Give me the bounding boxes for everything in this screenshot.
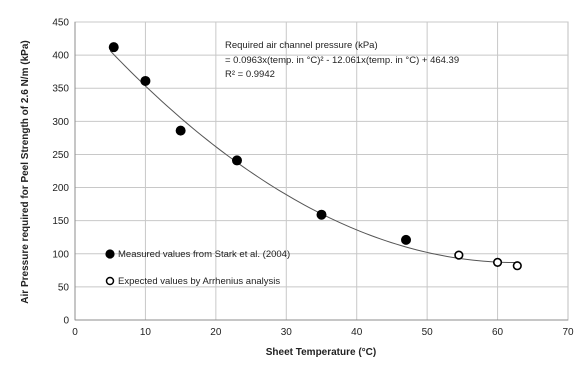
x-tick-label: 40 <box>351 327 363 338</box>
trendline-group <box>109 50 519 264</box>
y-tick-label: 0 <box>63 316 69 327</box>
measured-point <box>108 42 119 53</box>
y-tick-label: 200 <box>52 183 69 194</box>
measured-point <box>140 75 151 86</box>
x-tick-label: 60 <box>492 327 504 338</box>
equation-line-2: = 0.0963x(temp. in °C)² - 12.061x(temp. … <box>225 55 459 66</box>
measured-point <box>401 234 412 245</box>
y-tick-label: 300 <box>52 117 69 128</box>
measured-point <box>316 209 327 220</box>
tick-labels: 0 50 100 150 200 250 300 350 400 450 0 10 20 30 40 50 60… <box>52 18 574 339</box>
trendline <box>109 50 519 264</box>
y-axis-title: Air Pressure required for Peel Strength … <box>20 40 31 303</box>
equation-annotation: Required air channel pressure (kPa) = 0.… <box>225 40 459 80</box>
x-tick-label: 10 <box>140 327 152 338</box>
y-tick-label: 450 <box>52 18 69 29</box>
expected-point <box>454 250 464 260</box>
data-points <box>108 42 522 271</box>
y-tick-label: 350 <box>52 84 69 95</box>
legend-marker-expected <box>105 276 115 286</box>
x-tick-label: 0 <box>72 327 78 338</box>
grid-lines <box>74 21 569 321</box>
x-tick-label: 30 <box>281 327 293 338</box>
x-tick-label: 50 <box>422 327 434 338</box>
equation-line-3: R² = 0.9942 <box>225 69 275 80</box>
legend-label-measured: Measured values from Stark et al. (2004) <box>118 249 290 260</box>
equation-line-1: Required air channel pressure (kPa) <box>225 40 378 51</box>
x-tick-label: 20 <box>210 327 222 338</box>
measured-point <box>231 155 242 166</box>
y-tick-label: 150 <box>52 216 69 227</box>
x-axis-title: Sheet Temperature (°C) <box>266 347 377 358</box>
expected-point <box>492 257 503 267</box>
axes <box>74 22 568 321</box>
legend: Measured values from Stark et al. (2004)… <box>105 249 290 287</box>
y-tick-label: 50 <box>58 282 70 293</box>
legend-label-expected: Expected values by Arrhenius analysis <box>118 276 280 287</box>
x-tick-label: 70 <box>562 327 574 338</box>
y-tick-label: 250 <box>52 150 69 161</box>
legend-marker-measured <box>105 249 115 259</box>
y-tick-label: 400 <box>52 51 69 62</box>
y-tick-label: 100 <box>52 249 69 260</box>
measured-point <box>175 125 186 136</box>
expected-point <box>512 261 522 271</box>
